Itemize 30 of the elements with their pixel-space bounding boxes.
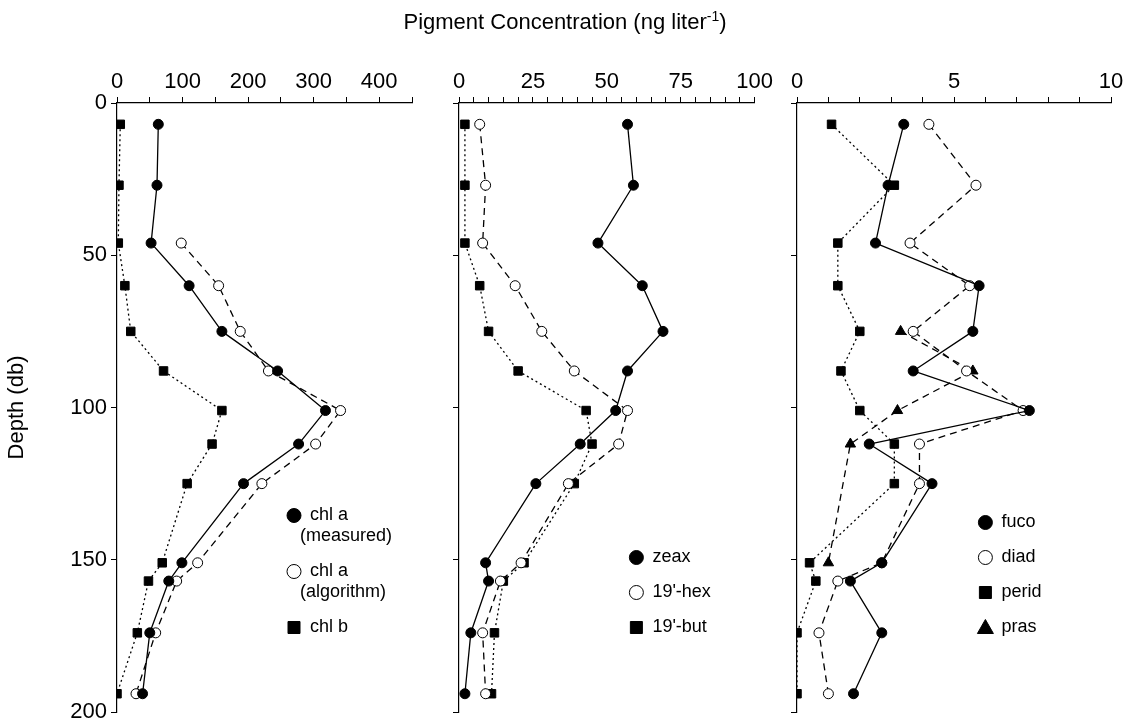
legend-label: 19'-hex (652, 581, 711, 602)
y-tick-label: 200 (70, 698, 107, 724)
x-axis-title: Pigment Concentration (ng liter$^{-1}$) (402, 8, 728, 36)
x-tick-label: 0 (452, 67, 466, 93)
legend-label: diad (1001, 546, 1036, 567)
x-tick-label: 75 (668, 67, 693, 93)
legend-label: chl a (measured) (300, 504, 393, 546)
legend-label: zeax (652, 546, 691, 567)
y-tick-label: 150 (70, 545, 107, 571)
y-tick-label: 50 (82, 241, 107, 267)
legend-label: perid (1001, 581, 1042, 602)
legend-label: pras (1001, 616, 1037, 637)
x-tick-label: 10 (1098, 67, 1124, 93)
x-tick-label: 0 (110, 67, 124, 93)
legend-label: chl a (algorithm) (300, 560, 387, 602)
x-tick-label: 200 (229, 67, 267, 93)
y-tick-label: 100 (70, 393, 107, 419)
legend-label: chl b (310, 616, 349, 637)
legend-label: fuco (1001, 511, 1036, 532)
x-tick-label: 100 (164, 67, 201, 93)
x-tick-label: 0 (790, 67, 804, 93)
x-tick-label: 400 (360, 67, 398, 93)
x-tick-label: 300 (295, 67, 333, 93)
x-tick-label: 25 (520, 67, 546, 93)
y-tick-label: 0 (94, 89, 107, 115)
y-axis-title: Depth (db) (3, 355, 29, 460)
x-tick-label: 100 (736, 67, 774, 93)
x-tick-label: 50 (594, 67, 620, 93)
legend-label: 19'-but (652, 616, 707, 637)
x-tick-label: 5 (947, 67, 961, 93)
